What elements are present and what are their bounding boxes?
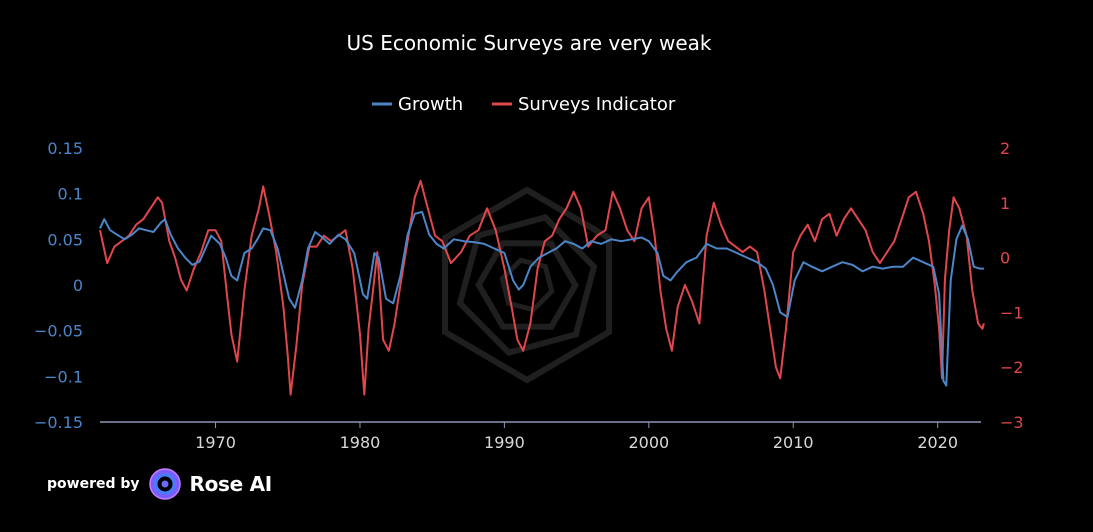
y-left-tick-label: −0.1 (44, 367, 83, 386)
x-tick-label: 2000 (628, 433, 669, 452)
x-tick-label: 2020 (917, 433, 958, 452)
y-right-tick-label: −1 (1000, 303, 1024, 322)
y-left-tick-label: −0.05 (34, 322, 83, 341)
x-tick-label: 1980 (340, 433, 381, 452)
chart-title: US Economic Surveys are very weak (347, 31, 712, 55)
y-axis-right: 2 1 0 −1 −2 −3 (1000, 139, 1024, 432)
legend-label-surveys: Surveys Indicator (518, 94, 676, 115)
series-line-surveys-indicator (99, 179, 985, 396)
x-tick-label: 1990 (484, 433, 525, 452)
y-left-tick-label: 0.1 (58, 185, 83, 204)
y-right-tick-label: −2 (1000, 358, 1024, 377)
y-left-tick-label: 0 (73, 276, 83, 295)
y-axis-left: 0.15 0.1 0.05 0 −0.05 −0.1 −0.15 (34, 139, 83, 432)
rose-ai-logo-icon (148, 468, 181, 500)
powered-by-footer: powered by Rose AI (47, 466, 272, 502)
x-tick-label: 2010 (773, 433, 814, 452)
y-left-tick-label: 0.15 (47, 139, 83, 158)
y-right-tick-label: −3 (1000, 413, 1024, 432)
y-left-tick-label: −0.15 (34, 413, 83, 432)
y-left-tick-label: 0.05 (47, 230, 83, 249)
powered-by-label: powered by (47, 476, 140, 492)
watermark-icon (442, 186, 612, 384)
y-right-tick-label: 2 (1000, 139, 1010, 158)
legend-label-growth: Growth (398, 94, 463, 115)
x-tick-label: 1970 (195, 433, 236, 452)
series-line-growth (99, 210, 984, 387)
y-right-tick-label: 0 (1000, 249, 1010, 268)
x-axis: 1970 1980 1990 2000 2010 2020 (195, 422, 958, 452)
legend: Growth Surveys Indicator (372, 94, 676, 115)
brand-name: Rose AI (189, 472, 273, 496)
y-right-tick-label: 1 (1000, 194, 1010, 213)
